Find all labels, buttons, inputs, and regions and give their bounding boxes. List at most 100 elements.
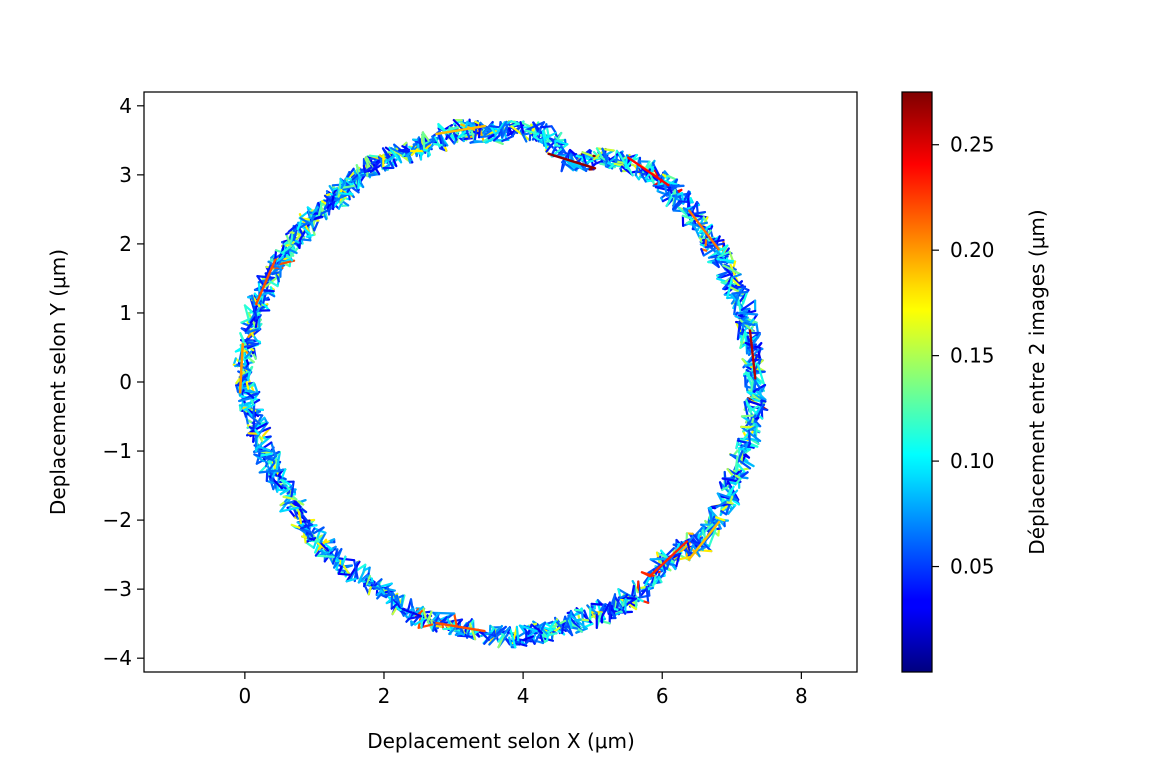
trajectory-fast-step [255,258,277,306]
trajectory-segment [671,200,681,211]
trajectory-segment [257,281,261,292]
trajectory-segment [640,571,657,578]
trajectory-segment [313,219,320,232]
trajectory-segment [338,557,351,576]
trajectory-segment [644,575,652,587]
trajectory-segment [287,222,300,233]
trajectory-segment [244,327,261,334]
trajectory-segment [654,186,672,192]
trajectory-segment [519,129,528,143]
trajectory-segment [742,290,749,304]
trajectory-segment [433,135,442,150]
trajectory-segment [305,541,315,549]
trajectory-segment [290,480,295,498]
trajectory-segment [253,383,259,395]
trajectory-segment [753,423,757,437]
trajectory-fast-step [688,209,720,251]
trajectory-segment [554,139,569,146]
trajectory-segment [247,422,268,435]
trajectory-segment [421,605,427,620]
colorbar [901,91,933,673]
y-tick-label: 4 [119,94,132,118]
trajectory-segment [583,609,590,622]
colorbar-label: Déplacement entre 2 images (μm) [1025,209,1049,554]
trajectory-segment [414,609,424,619]
trajectory-segment [279,487,291,496]
trajectory-segment [706,239,725,245]
trajectory-segment [357,571,365,584]
trajectory-segment [252,412,257,430]
trajectory-segment [500,120,508,132]
trajectory-segment [258,452,273,457]
trajectory-segment [533,131,541,138]
trajectory-segment [717,250,731,258]
trajectory-segment [532,121,544,136]
trajectory-segment [247,381,255,390]
trajectory [232,118,769,649]
trajectory-segment [378,154,384,168]
trajectory-segment [645,585,650,604]
trajectory-segment [537,131,558,143]
trajectory-segment [432,612,440,632]
y-tick-label: −1 [103,439,132,463]
trajectory-segment [749,376,755,394]
trajectory-segment [588,612,603,619]
trajectory-segment [550,143,569,158]
trajectory-segment [662,179,680,187]
trajectory-segment [291,500,302,509]
trajectory-segment [443,618,464,624]
trajectory-segment [624,154,629,169]
trajectory-segment [323,194,340,210]
trajectory-segment [624,153,639,169]
trajectory-segment [240,372,250,380]
trajectory-segment [250,294,256,307]
trajectory-segment [238,396,255,403]
trajectory-segment [271,271,281,276]
trajectory-segment [235,384,240,394]
trajectory-segment [362,164,367,176]
trajectory-segment [296,218,303,231]
trajectory-segment [554,619,563,628]
trajectory-segment [432,611,455,615]
trajectory-segment [756,348,762,361]
trajectory-fast-step [627,156,670,187]
trajectory-segment [508,127,514,137]
trajectory-segment [742,321,756,326]
trajectory-segment [358,174,362,184]
trajectory-segment [257,441,273,453]
trajectory-segment [649,557,670,561]
trajectory-segment [332,548,339,565]
trajectory-segment [726,468,735,478]
trajectory-segment [508,636,513,649]
trajectory-segment [740,414,757,418]
trajectory-segment [736,311,759,316]
trajectory-segment [727,504,737,515]
trajectory-segment [270,441,277,458]
trajectory-segment [550,125,558,135]
y-axis-label: Deplacement selon Y (μm) [46,249,70,515]
trajectory-segment [279,506,302,513]
colorbar-tick-label: 0.15 [950,344,995,368]
trajectory-segment [345,560,361,583]
trajectory-segment [756,363,765,385]
trajectory-segment [667,174,678,181]
colorbar-tick-label: 0.05 [950,555,995,579]
trajectory-segment [714,258,720,269]
trajectory-segment [584,157,600,164]
trajectory-segment [510,125,531,142]
trajectory-segment [339,196,347,204]
trajectory-fast-step [547,152,597,170]
trajectory-segment [745,399,762,406]
trajectory-segment [568,614,573,629]
trajectory-segment [545,622,564,635]
trajectory-segment [241,403,256,412]
trajectory-segment [691,532,701,543]
trajectory-segment [518,624,538,633]
trajectory-segment [355,164,361,175]
trajectory-segment [561,150,572,164]
x-axis-label: Deplacement selon X (μm) [367,729,635,753]
trajectory-segment [716,492,739,501]
trajectory-segment [700,227,708,238]
trajectory-segment [692,224,701,239]
y-tick-label: 1 [119,301,132,325]
